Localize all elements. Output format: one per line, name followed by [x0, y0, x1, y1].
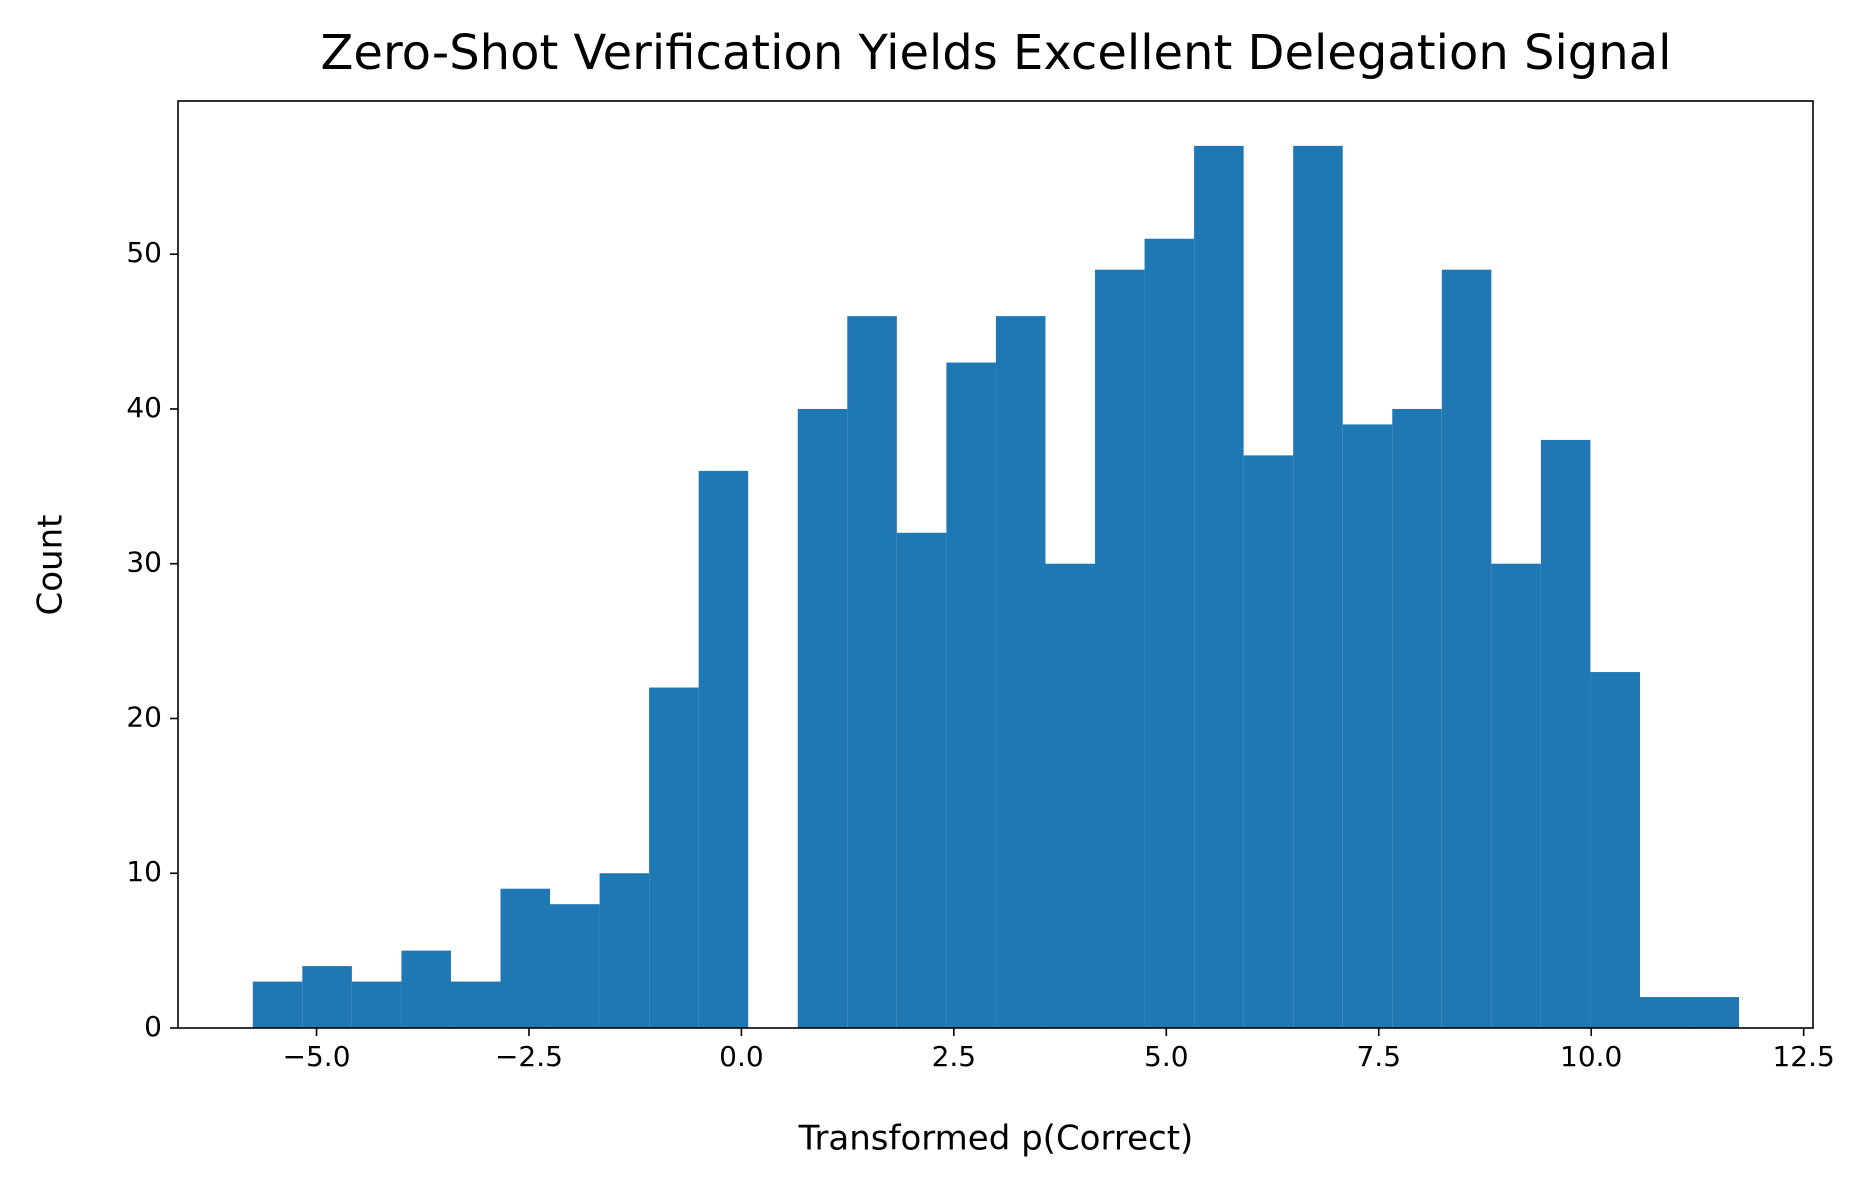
bar: [500, 888, 551, 1028]
bar: [797, 408, 848, 1029]
bar: [1441, 269, 1492, 1028]
y-tick-label: 20: [126, 700, 162, 733]
y-tick-label: 10: [126, 855, 162, 888]
bar: [1590, 672, 1640, 1028]
bar: [1689, 997, 1740, 1028]
bar: [1095, 269, 1145, 1028]
x-tick-label: 12.5: [1772, 1040, 1834, 1073]
x-tick-label: 0.0: [719, 1040, 764, 1073]
bar: [649, 687, 699, 1028]
bar: [995, 316, 1046, 1028]
bar: [946, 362, 996, 1028]
x-tick-label: −2.5: [495, 1040, 563, 1073]
bar: [599, 873, 650, 1028]
y-tick-label: 50: [126, 236, 162, 269]
x-tick-label: 2.5: [932, 1040, 977, 1073]
bar: [1293, 145, 1343, 1028]
bar: [896, 532, 947, 1028]
bar: [1639, 997, 1690, 1028]
x-tick-label: 10.0: [1560, 1040, 1622, 1073]
bar: [401, 950, 451, 1028]
y-tick-label: 40: [126, 391, 162, 424]
x-tick-label: 5.0: [1144, 1040, 1189, 1073]
bar: [847, 316, 897, 1028]
bar: [450, 981, 501, 1028]
bar: [252, 981, 303, 1028]
y-tick-label: 0: [144, 1010, 162, 1043]
bar: [1392, 408, 1442, 1029]
bar: [1144, 238, 1195, 1028]
bar: [1194, 145, 1244, 1028]
bar: [1243, 455, 1294, 1029]
bar: [1045, 563, 1096, 1028]
y-axis-label: Count: [31, 515, 71, 616]
x-tick-label: −5.0: [283, 1040, 351, 1073]
bar: [302, 966, 352, 1028]
x-tick-label: 7.5: [1356, 1040, 1401, 1073]
bar: [1342, 424, 1393, 1028]
bar: [698, 470, 749, 1028]
bar: [1491, 563, 1541, 1028]
chart-title: Zero-Shot Verification Yields Excellent …: [321, 25, 1672, 81]
x-axis-label: Transformed p(Correct): [798, 1119, 1194, 1159]
bar: [550, 904, 600, 1028]
bar: [1540, 439, 1591, 1028]
y-tick-label: 30: [126, 546, 162, 579]
bar: [351, 981, 402, 1028]
